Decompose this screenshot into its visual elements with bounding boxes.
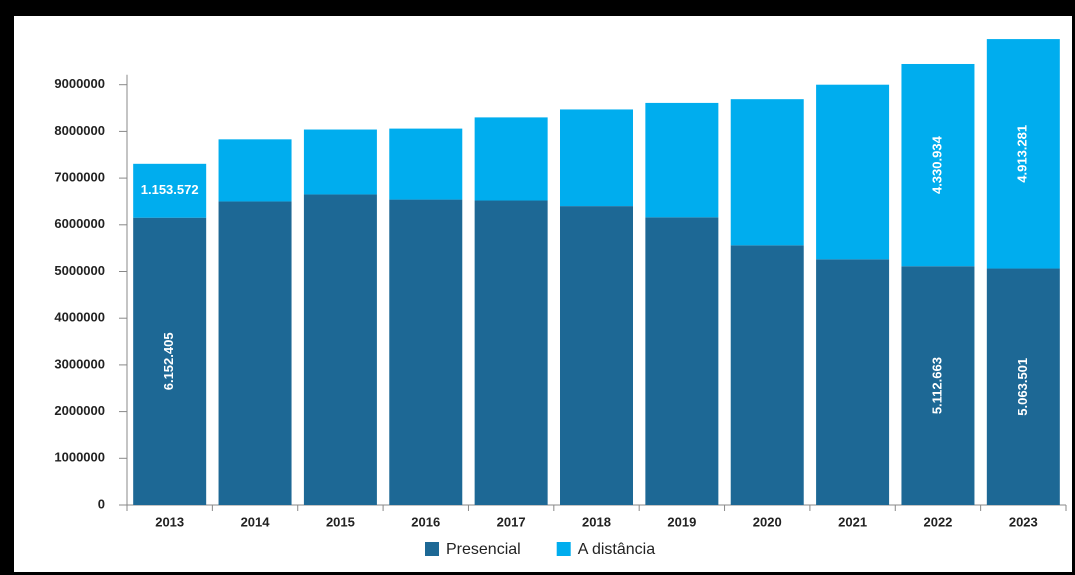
x-tick-label: 2021 xyxy=(838,514,867,529)
x-tick-label: 2019 xyxy=(667,514,696,529)
data-label: 4.913.281 xyxy=(1015,125,1030,183)
bar-segment xyxy=(474,200,548,506)
x-tick-label: 2014 xyxy=(241,514,271,529)
bar-segment xyxy=(730,245,804,505)
legend-swatch xyxy=(425,542,439,556)
bar-segment xyxy=(474,117,548,201)
y-tick-label: 9000000 xyxy=(54,76,105,91)
bar-segment xyxy=(133,217,207,506)
bar-segment xyxy=(986,268,1060,505)
y-tick-label: 8000000 xyxy=(54,123,105,138)
data-label: 6.152.405 xyxy=(161,332,176,390)
bar-segment xyxy=(303,194,377,505)
bar-segment xyxy=(389,199,463,505)
bar-segment xyxy=(645,102,719,218)
bar-segment xyxy=(901,63,975,267)
bar-segment xyxy=(303,129,377,195)
data-label: 1.153.572 xyxy=(141,182,199,197)
y-tick-label: 3000000 xyxy=(54,356,105,371)
y-tick-label: 5000000 xyxy=(54,263,105,278)
x-tick-label: 2015 xyxy=(326,514,355,529)
legend-swatch xyxy=(556,542,571,556)
y-tick-label: 7000000 xyxy=(54,170,105,185)
bar-segment xyxy=(816,259,890,505)
bar-segment xyxy=(560,206,633,505)
legend-label: Presencial xyxy=(446,541,521,558)
data-label: 4.330.934 xyxy=(929,135,944,194)
bar-segment xyxy=(218,201,292,505)
x-tick-label: 2022 xyxy=(923,514,952,529)
y-tick-label: 4000000 xyxy=(54,310,105,325)
bar-segment xyxy=(389,128,463,200)
data-label: 5.063.501 xyxy=(1015,358,1030,416)
x-tick-label: 2016 xyxy=(411,514,440,529)
x-tick-label: 2020 xyxy=(753,514,782,529)
data-label: 5.112.663 xyxy=(929,357,944,414)
bar-segment xyxy=(730,99,804,246)
bar-segment xyxy=(133,163,207,218)
x-tick-label: 2013 xyxy=(155,514,184,529)
legend-label: A distância xyxy=(578,541,655,558)
bar-segment xyxy=(645,217,719,505)
x-tick-label: 2017 xyxy=(497,514,526,529)
y-tick-label: 2000000 xyxy=(54,403,105,418)
bar-segment xyxy=(218,139,292,202)
bar-segment xyxy=(901,266,975,505)
bar-segment xyxy=(986,39,1060,269)
bar-segment xyxy=(560,109,633,207)
x-tick-label: 2018 xyxy=(582,514,611,529)
bar-segment xyxy=(816,84,890,260)
x-tick-label: 2023 xyxy=(1009,514,1038,529)
y-tick-label: 1000000 xyxy=(54,450,105,465)
y-tick-label: 6000000 xyxy=(54,216,105,231)
y-tick-label: 0 xyxy=(98,496,105,511)
